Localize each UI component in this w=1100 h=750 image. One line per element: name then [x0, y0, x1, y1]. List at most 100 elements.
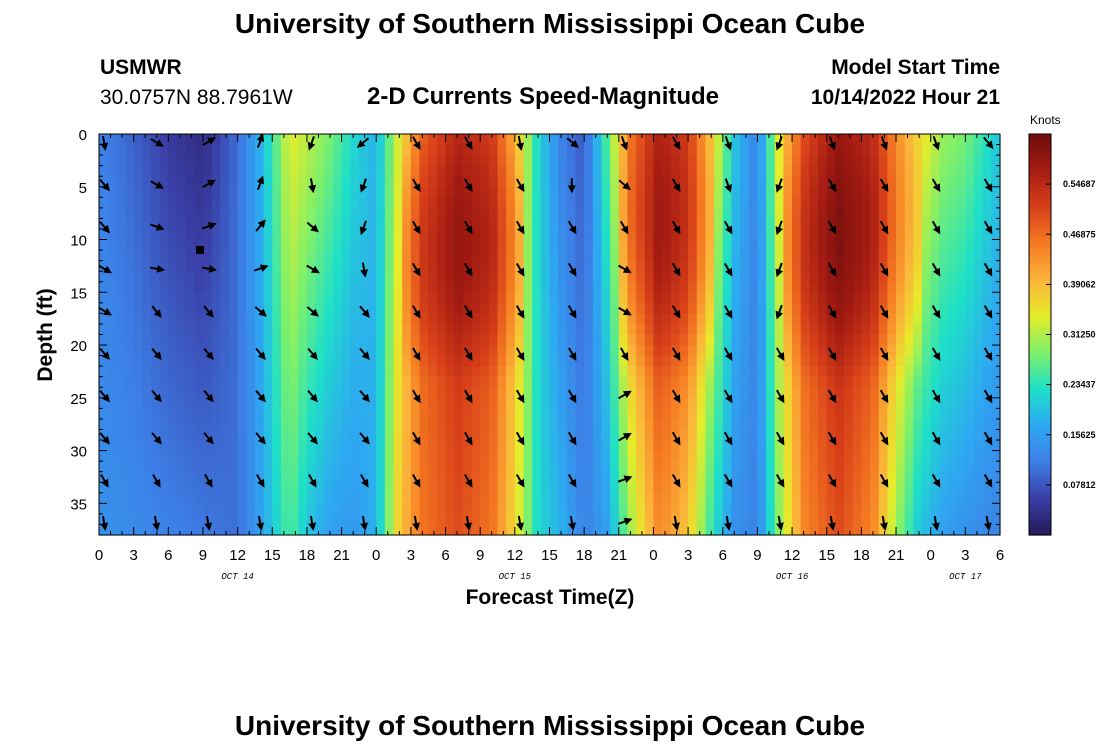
- heatmap-cell: [844, 503, 854, 515]
- heatmap-cell: [584, 313, 594, 325]
- heatmap-cell: [289, 218, 299, 230]
- heatmap-cell: [350, 366, 360, 378]
- heatmap-cell: [679, 397, 689, 409]
- heatmap-cell: [402, 366, 412, 378]
- heatmap-cell: [436, 334, 447, 346]
- heatmap-cell: [757, 176, 767, 188]
- heatmap-cell: [783, 302, 793, 314]
- heatmap-cell: [722, 440, 733, 452]
- model-start-label: Model Start Time: [831, 56, 1000, 79]
- heatmap-cell: [636, 461, 646, 473]
- heatmap-cell: [402, 461, 412, 473]
- heatmap-cell: [922, 228, 932, 241]
- current-vector-arrow: [671, 389, 681, 404]
- heatmap-cell: [809, 292, 819, 304]
- heatmap-cell: [896, 513, 906, 526]
- heatmap-cell: [228, 471, 239, 483]
- heatmap-cell: [211, 418, 221, 431]
- heatmap-cell: [904, 408, 914, 420]
- heatmap-cell: [991, 450, 1001, 462]
- heatmap-cell: [298, 250, 308, 262]
- heatmap-cell: [688, 176, 698, 188]
- heatmap-cell: [688, 418, 698, 431]
- x-tick-label: 0: [95, 547, 103, 564]
- heatmap-cell: [324, 165, 334, 177]
- heatmap-cell: [705, 323, 715, 336]
- heatmap-cell: [540, 387, 551, 399]
- heatmap-cell: [809, 492, 819, 504]
- heatmap-cell: [263, 482, 273, 494]
- heatmap-cell: [653, 323, 663, 336]
- heatmap-cell: [306, 418, 317, 431]
- heatmap-cell: [826, 376, 836, 388]
- heatmap-cell: [679, 176, 689, 188]
- heatmap-cell: [428, 513, 438, 526]
- colorbar-segment: [1029, 160, 1051, 165]
- heatmap-cell: [835, 345, 845, 357]
- heatmap-cell: [410, 418, 421, 431]
- heatmap-cell: [731, 440, 741, 452]
- heatmap-cell: [783, 239, 793, 251]
- current-vector-arrow: [202, 179, 216, 189]
- heatmap-cell: [185, 376, 195, 388]
- heatmap-cell: [696, 345, 707, 357]
- heatmap-cell: [237, 155, 247, 167]
- heatmap-cell: [471, 155, 481, 167]
- heatmap-cell: [922, 345, 932, 357]
- heatmap-cell: [610, 408, 620, 420]
- heatmap-cell: [168, 144, 178, 156]
- heatmap-cell: [592, 302, 603, 314]
- heatmap-cell: [809, 155, 819, 167]
- heatmap-cell: [670, 228, 681, 241]
- heatmap-cell: [419, 176, 429, 188]
- heatmap-cell: [367, 228, 377, 241]
- heatmap-cell: [904, 271, 914, 283]
- heatmap-cell: [159, 302, 169, 314]
- heatmap-cell: [280, 165, 291, 177]
- heatmap-cell: [627, 228, 637, 241]
- heatmap-cell: [948, 218, 958, 230]
- heatmap-cell: [982, 334, 992, 346]
- heatmap-cell: [315, 492, 325, 504]
- heatmap-cell: [965, 345, 975, 357]
- colorbar-segment: [1029, 307, 1051, 312]
- heatmap-cell: [393, 513, 403, 526]
- heatmap-cell: [202, 228, 213, 241]
- heatmap-cell: [341, 302, 351, 314]
- heatmap-cell: [549, 292, 559, 304]
- heatmap-cell: [870, 482, 880, 494]
- heatmap-cell: [332, 376, 343, 388]
- heatmap-cell: [471, 207, 481, 220]
- heatmap-cell: [965, 492, 975, 504]
- heatmap-cell: [679, 302, 689, 314]
- heatmap-cell: [324, 461, 334, 473]
- heatmap-cell: [809, 228, 819, 241]
- heatmap-cell: [913, 155, 923, 167]
- heatmap-cell: [159, 503, 169, 515]
- heatmap-cell: [272, 450, 282, 462]
- heatmap-cell: [410, 366, 421, 378]
- heatmap-cell: [939, 239, 949, 251]
- heatmap-cell: [324, 345, 334, 357]
- colorbar-segment: [1029, 337, 1051, 342]
- heatmap-cell: [792, 503, 802, 515]
- heatmap-cell: [506, 355, 516, 367]
- heatmap-cell: [601, 429, 611, 441]
- heatmap-cell: [601, 334, 611, 346]
- heatmap-cell: [948, 450, 958, 462]
- heatmap-cell: [272, 440, 282, 452]
- heatmap-cell: [341, 503, 351, 515]
- heatmap-cell: [679, 524, 689, 536]
- current-vector-arrow: [567, 474, 577, 488]
- heatmap-cell: [211, 503, 221, 515]
- heatmap-cell: [861, 482, 871, 494]
- heatmap-cell: [592, 228, 603, 241]
- heatmap-cell: [350, 355, 360, 367]
- heatmap-cell: [930, 503, 940, 515]
- heatmap-cell: [809, 450, 819, 462]
- heatmap-cell: [341, 429, 351, 441]
- heatmap-cell: [610, 197, 620, 209]
- heatmap-cell: [766, 513, 776, 526]
- heatmap-cell: [792, 366, 802, 378]
- heatmap-cell: [133, 165, 143, 177]
